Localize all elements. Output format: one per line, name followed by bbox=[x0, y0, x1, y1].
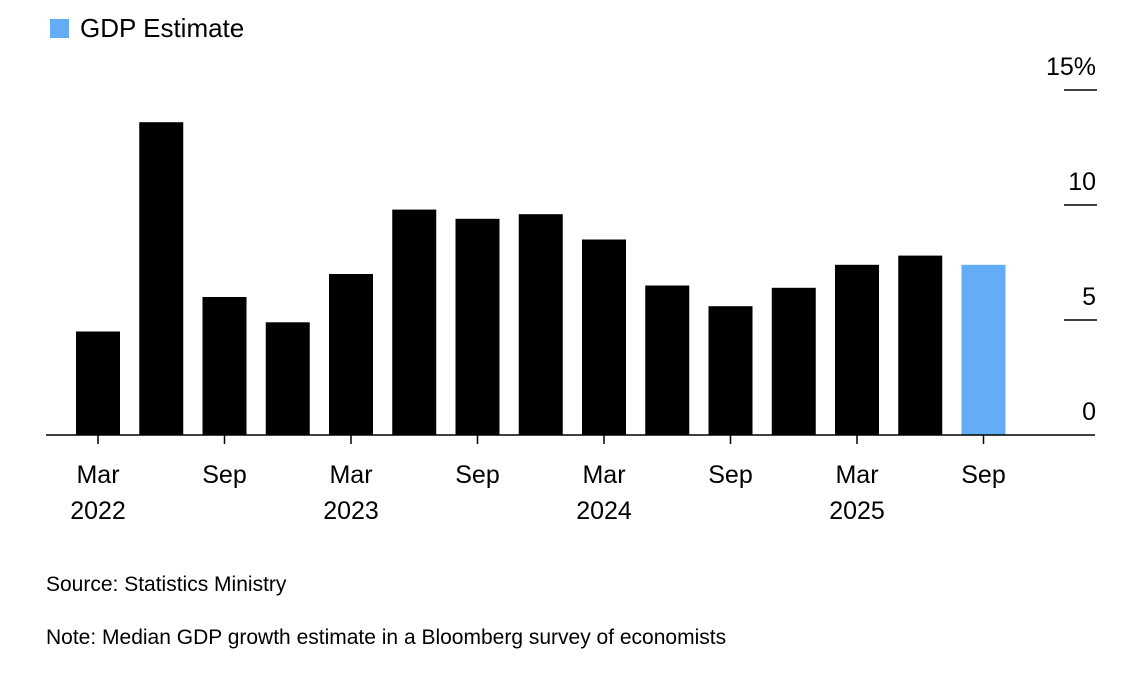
bar bbox=[76, 331, 120, 435]
x-tick-label-month: Sep bbox=[961, 461, 1005, 489]
bar bbox=[392, 209, 437, 435]
y-tick-label: 5 bbox=[1082, 283, 1096, 311]
bar bbox=[708, 306, 753, 435]
source-note: Source: Statistics Ministry bbox=[46, 573, 287, 596]
bar-chart: 15% 10 5 0 Mar 2022 Sep Mar 2023 Sep Mar 2024 Sep Mar… bbox=[46, 53, 1097, 525]
bar bbox=[645, 285, 690, 435]
bar bbox=[455, 218, 500, 435]
bar bbox=[202, 297, 247, 435]
legend: GDP Estimate bbox=[50, 12, 244, 44]
x-tick-label-month: Sep bbox=[708, 461, 752, 489]
x-tick-label-year: 2022 bbox=[70, 497, 126, 525]
bar bbox=[771, 287, 816, 435]
bar bbox=[518, 214, 563, 435]
bar bbox=[329, 274, 373, 435]
bar bbox=[265, 322, 310, 435]
y-tick-label: 15% bbox=[1046, 53, 1096, 81]
bar bbox=[582, 239, 626, 435]
x-tick-label-month: Mar bbox=[582, 461, 625, 489]
x-tick-label-month: Mar bbox=[329, 461, 372, 489]
bar bbox=[835, 264, 879, 435]
x-tick-label-month: Sep bbox=[455, 461, 499, 489]
y-tick-label: 10 bbox=[1068, 168, 1096, 196]
x-tick-label-month: Mar bbox=[76, 461, 119, 489]
legend-swatch-gdp-estimate bbox=[50, 18, 69, 38]
x-tick-label-year: 2024 bbox=[576, 497, 632, 525]
x-tick-label-month: Mar bbox=[835, 461, 878, 489]
y-tick-label: 0 bbox=[1082, 398, 1096, 426]
bar bbox=[139, 122, 184, 435]
bar bbox=[898, 255, 943, 435]
x-tick-label-year: 2023 bbox=[323, 497, 379, 525]
x-tick-label-year: 2025 bbox=[829, 497, 885, 525]
legend-label-gdp-estimate: GDP Estimate bbox=[80, 13, 245, 43]
x-tick-label-month: Sep bbox=[202, 461, 246, 489]
bar-estimate bbox=[961, 264, 1006, 435]
methodology-note: Note: Median GDP growth estimate in a Bl… bbox=[46, 626, 727, 649]
